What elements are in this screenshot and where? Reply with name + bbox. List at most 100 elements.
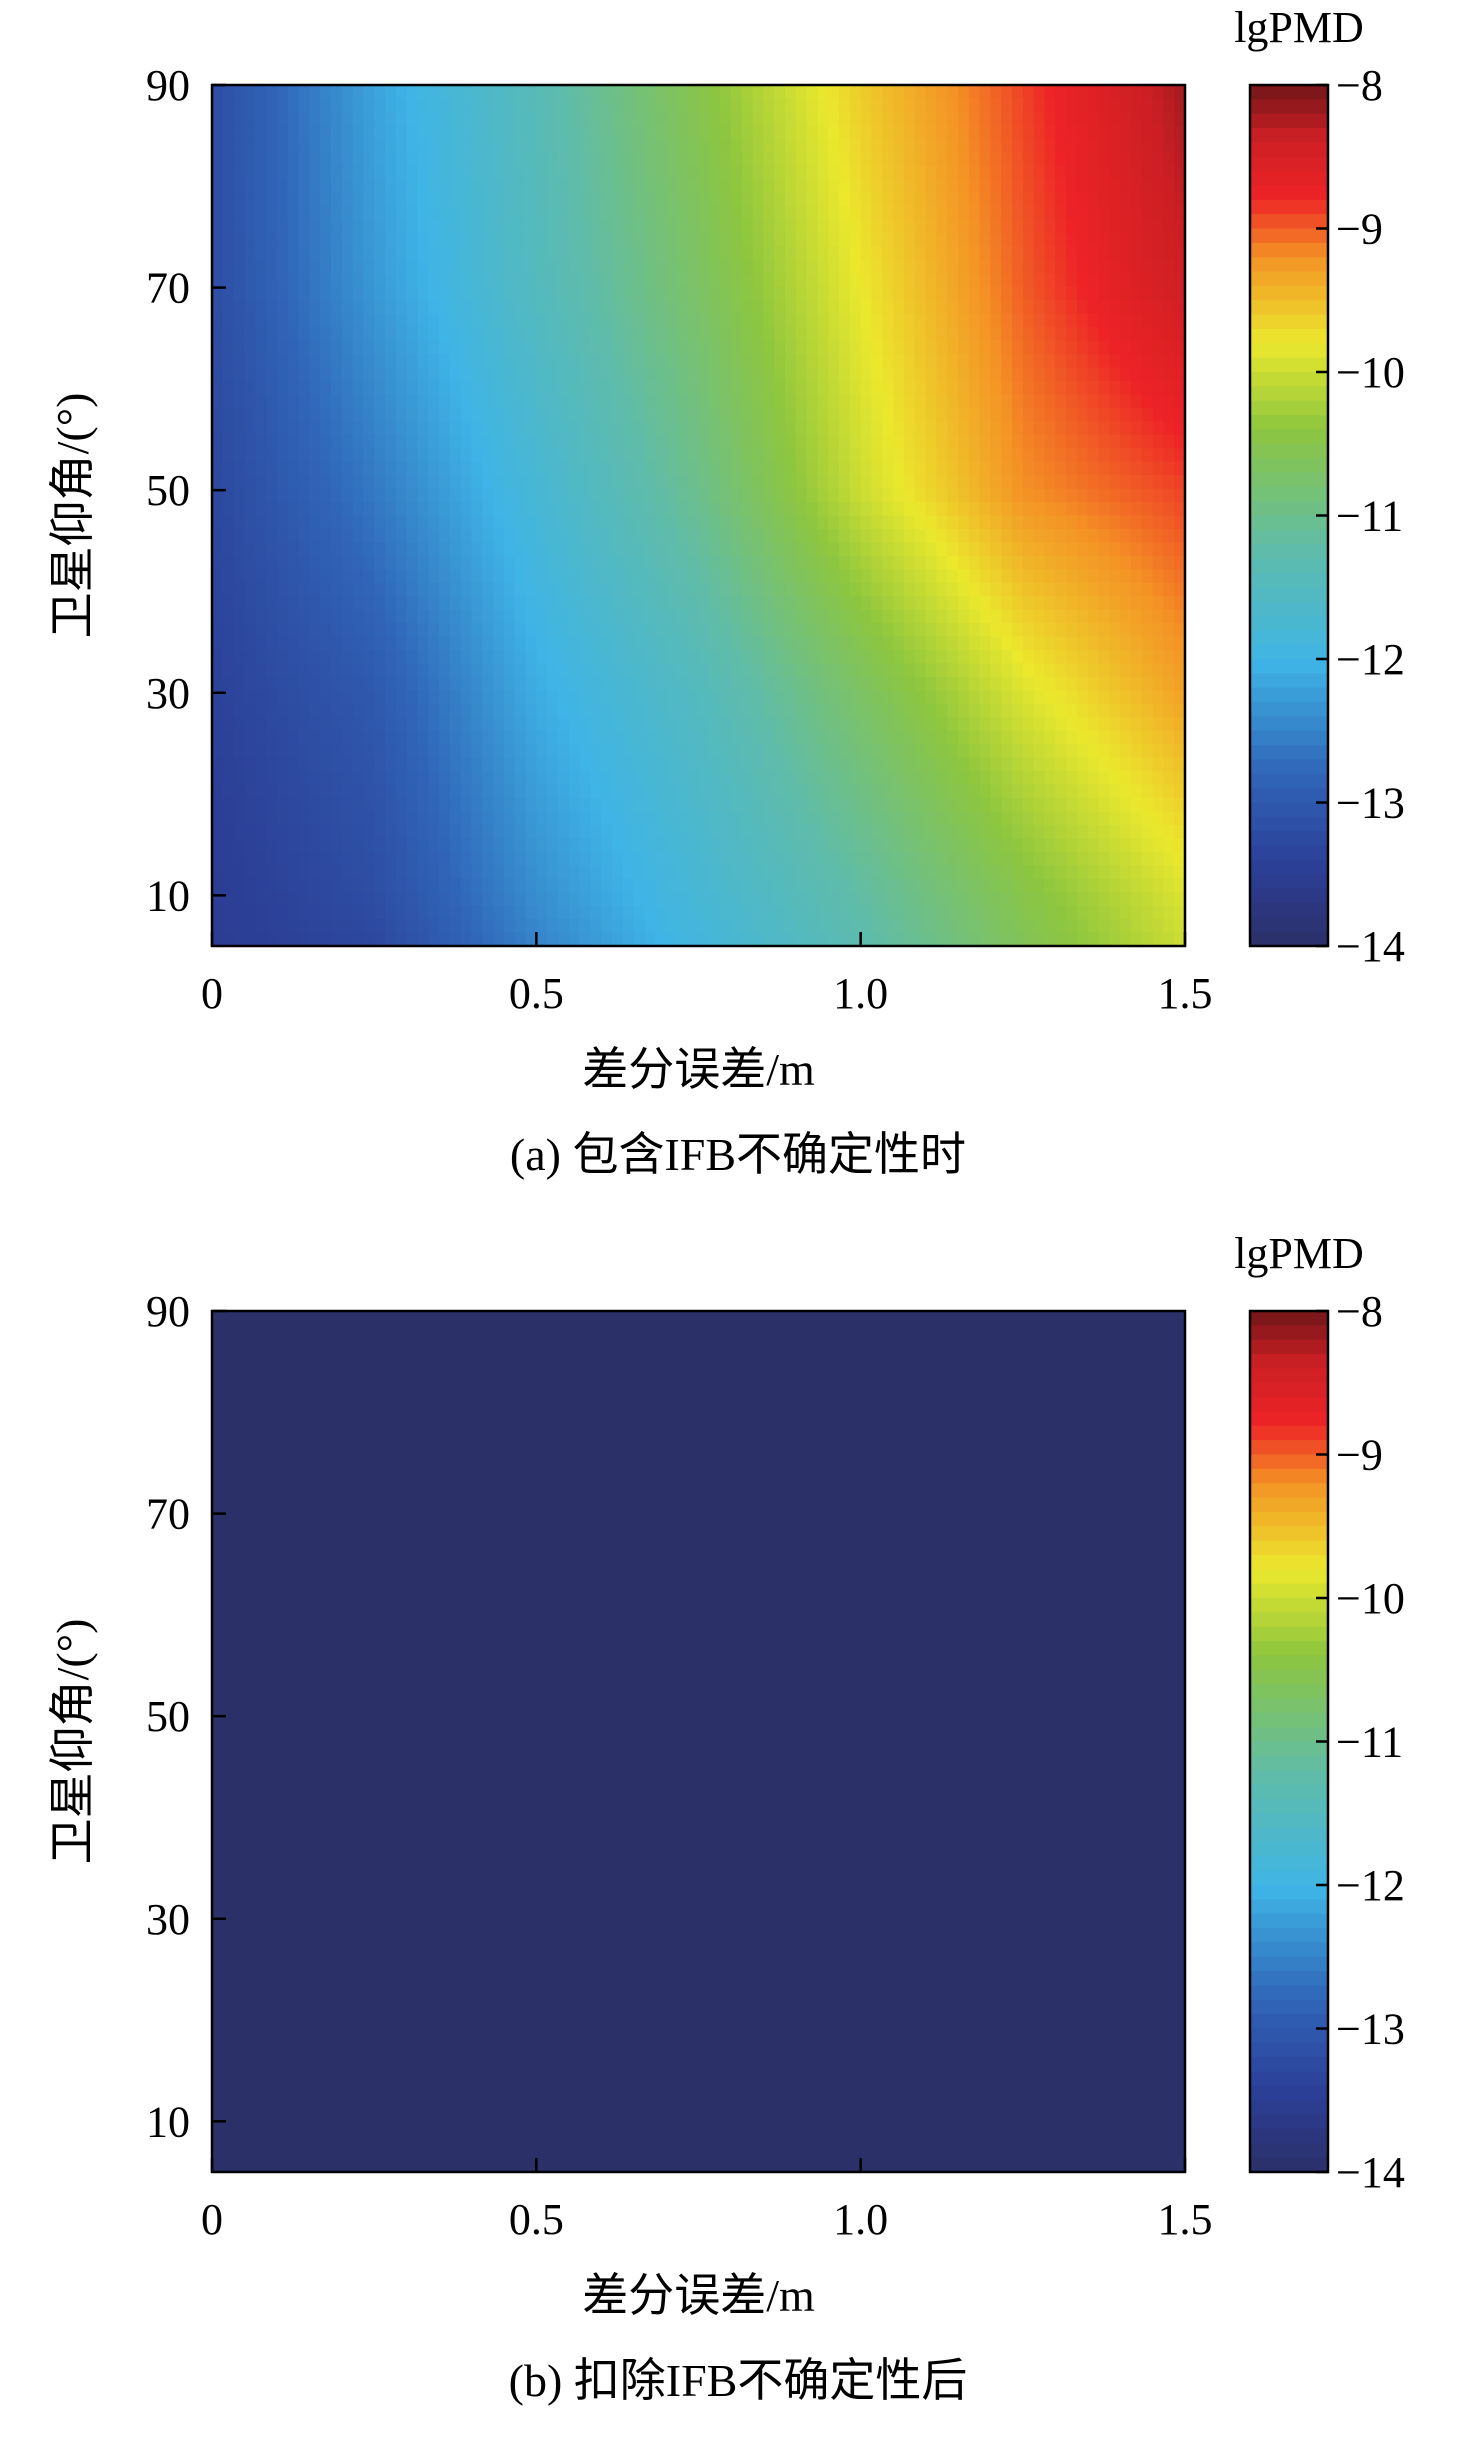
heatmap-cell [936,717,948,732]
heatmap-cell [579,313,591,328]
heatmap-cell [439,259,451,274]
heatmap-cell [936,394,948,409]
heatmap-cell [1033,165,1046,180]
heatmap-cell [720,259,732,274]
heatmap-cell [1163,650,1175,665]
heatmap-cell [579,407,591,422]
heatmap-cell [644,663,656,678]
heatmap-cell [903,555,916,570]
heatmap-cell [590,757,602,772]
heatmap-cell [1141,179,1154,194]
heatmap-cell [1141,502,1154,517]
heatmap-cell [1044,421,1056,436]
heatmap-cell [644,138,656,153]
heatmap-cell [839,528,851,543]
heatmap-cell [893,757,905,772]
heatmap-cell [871,219,883,234]
heatmap-cell [460,219,473,234]
heatmap-cell [536,502,548,517]
heatmap-cell [341,798,354,813]
heatmap-cell [320,380,332,396]
heatmap-cell [1174,623,1186,638]
heatmap-cell [255,650,267,665]
heatmap-cell [417,313,429,328]
heatmap-cell [1163,286,1175,301]
heatmap-cell [406,380,419,396]
heatmap-cell [882,798,894,813]
heatmap-cell [1066,757,1078,772]
heatmap-cell [266,757,278,772]
heatmap-cell [633,502,646,517]
heatmap-cell [460,111,473,126]
heatmap-cell [1022,798,1035,813]
heatmap-cell [947,340,959,355]
heatmap-cell [255,85,267,100]
heatmap-cell [741,515,754,530]
heatmap-cell [601,650,613,665]
heatmap-cell [276,703,289,718]
heatmap-cell [752,125,764,140]
heatmap-cell [947,421,959,436]
heatmap-cell [320,730,332,745]
heatmap-cell [979,407,991,422]
heatmap-cell [363,367,375,382]
heatmap-cell [1066,179,1078,194]
heatmap-cell [341,85,354,100]
heatmap-cell [266,165,278,180]
heatmap-cell [503,703,516,718]
heatmap-cell [352,488,364,503]
heatmap-cell [990,623,1002,638]
heatmap-cell [622,85,635,100]
heatmap-cell [633,730,646,745]
heatmap-cell [1001,461,1013,476]
heatmap-cell [806,784,819,799]
heatmap-cell [882,232,894,248]
heatmap-cell [741,623,754,638]
heatmap-cell [795,300,808,315]
heatmap-cell [709,421,721,436]
heatmap-cell [493,461,505,476]
heatmap-cell [363,676,375,691]
heatmap-cell [406,609,419,624]
heatmap-cell [287,273,300,288]
heatmap-cell [222,232,235,248]
heatmap-cell [428,757,440,772]
heatmap-cell [1109,461,1121,476]
heatmap-cell [330,717,343,732]
heatmap-cell [482,448,494,463]
heatmap-cell [893,798,905,813]
heatmap-cell [557,327,570,342]
heatmap-cell [784,569,797,584]
heatmap-cell [644,784,656,799]
heatmap-cell [1174,192,1186,207]
heatmap-cell [644,717,656,732]
heatmap-cell [730,407,743,422]
heatmap-cell [276,138,289,153]
heatmap-cell [557,703,570,718]
heatmap-cell [644,515,656,530]
heatmap-cell [1098,528,1110,543]
heatmap-cell [449,676,462,691]
heatmap-cell [395,798,408,813]
heatmap-cell [1044,636,1056,651]
heatmap-cell [493,313,505,328]
heatmap-cell [525,232,537,248]
heatmap-cell [655,313,667,328]
heatmap-cell [266,784,278,799]
heatmap-cell [871,327,883,342]
heatmap-cell [276,555,289,570]
heatmap-cell [1012,192,1024,207]
heatmap-cell [968,676,981,691]
heatmap-cell [633,98,646,113]
heatmap-cell [1109,798,1121,813]
heatmap-cell [374,744,386,759]
heatmap-cell [979,569,991,584]
heatmap-cell [244,569,256,584]
heatmap-cell [471,394,483,409]
heatmap-cell [774,784,786,799]
heatmap-cell [439,623,451,638]
heatmap-cell [720,273,732,288]
heatmap-cell [244,555,256,570]
heatmap-cell [449,609,462,624]
heatmap-cell [957,798,970,813]
